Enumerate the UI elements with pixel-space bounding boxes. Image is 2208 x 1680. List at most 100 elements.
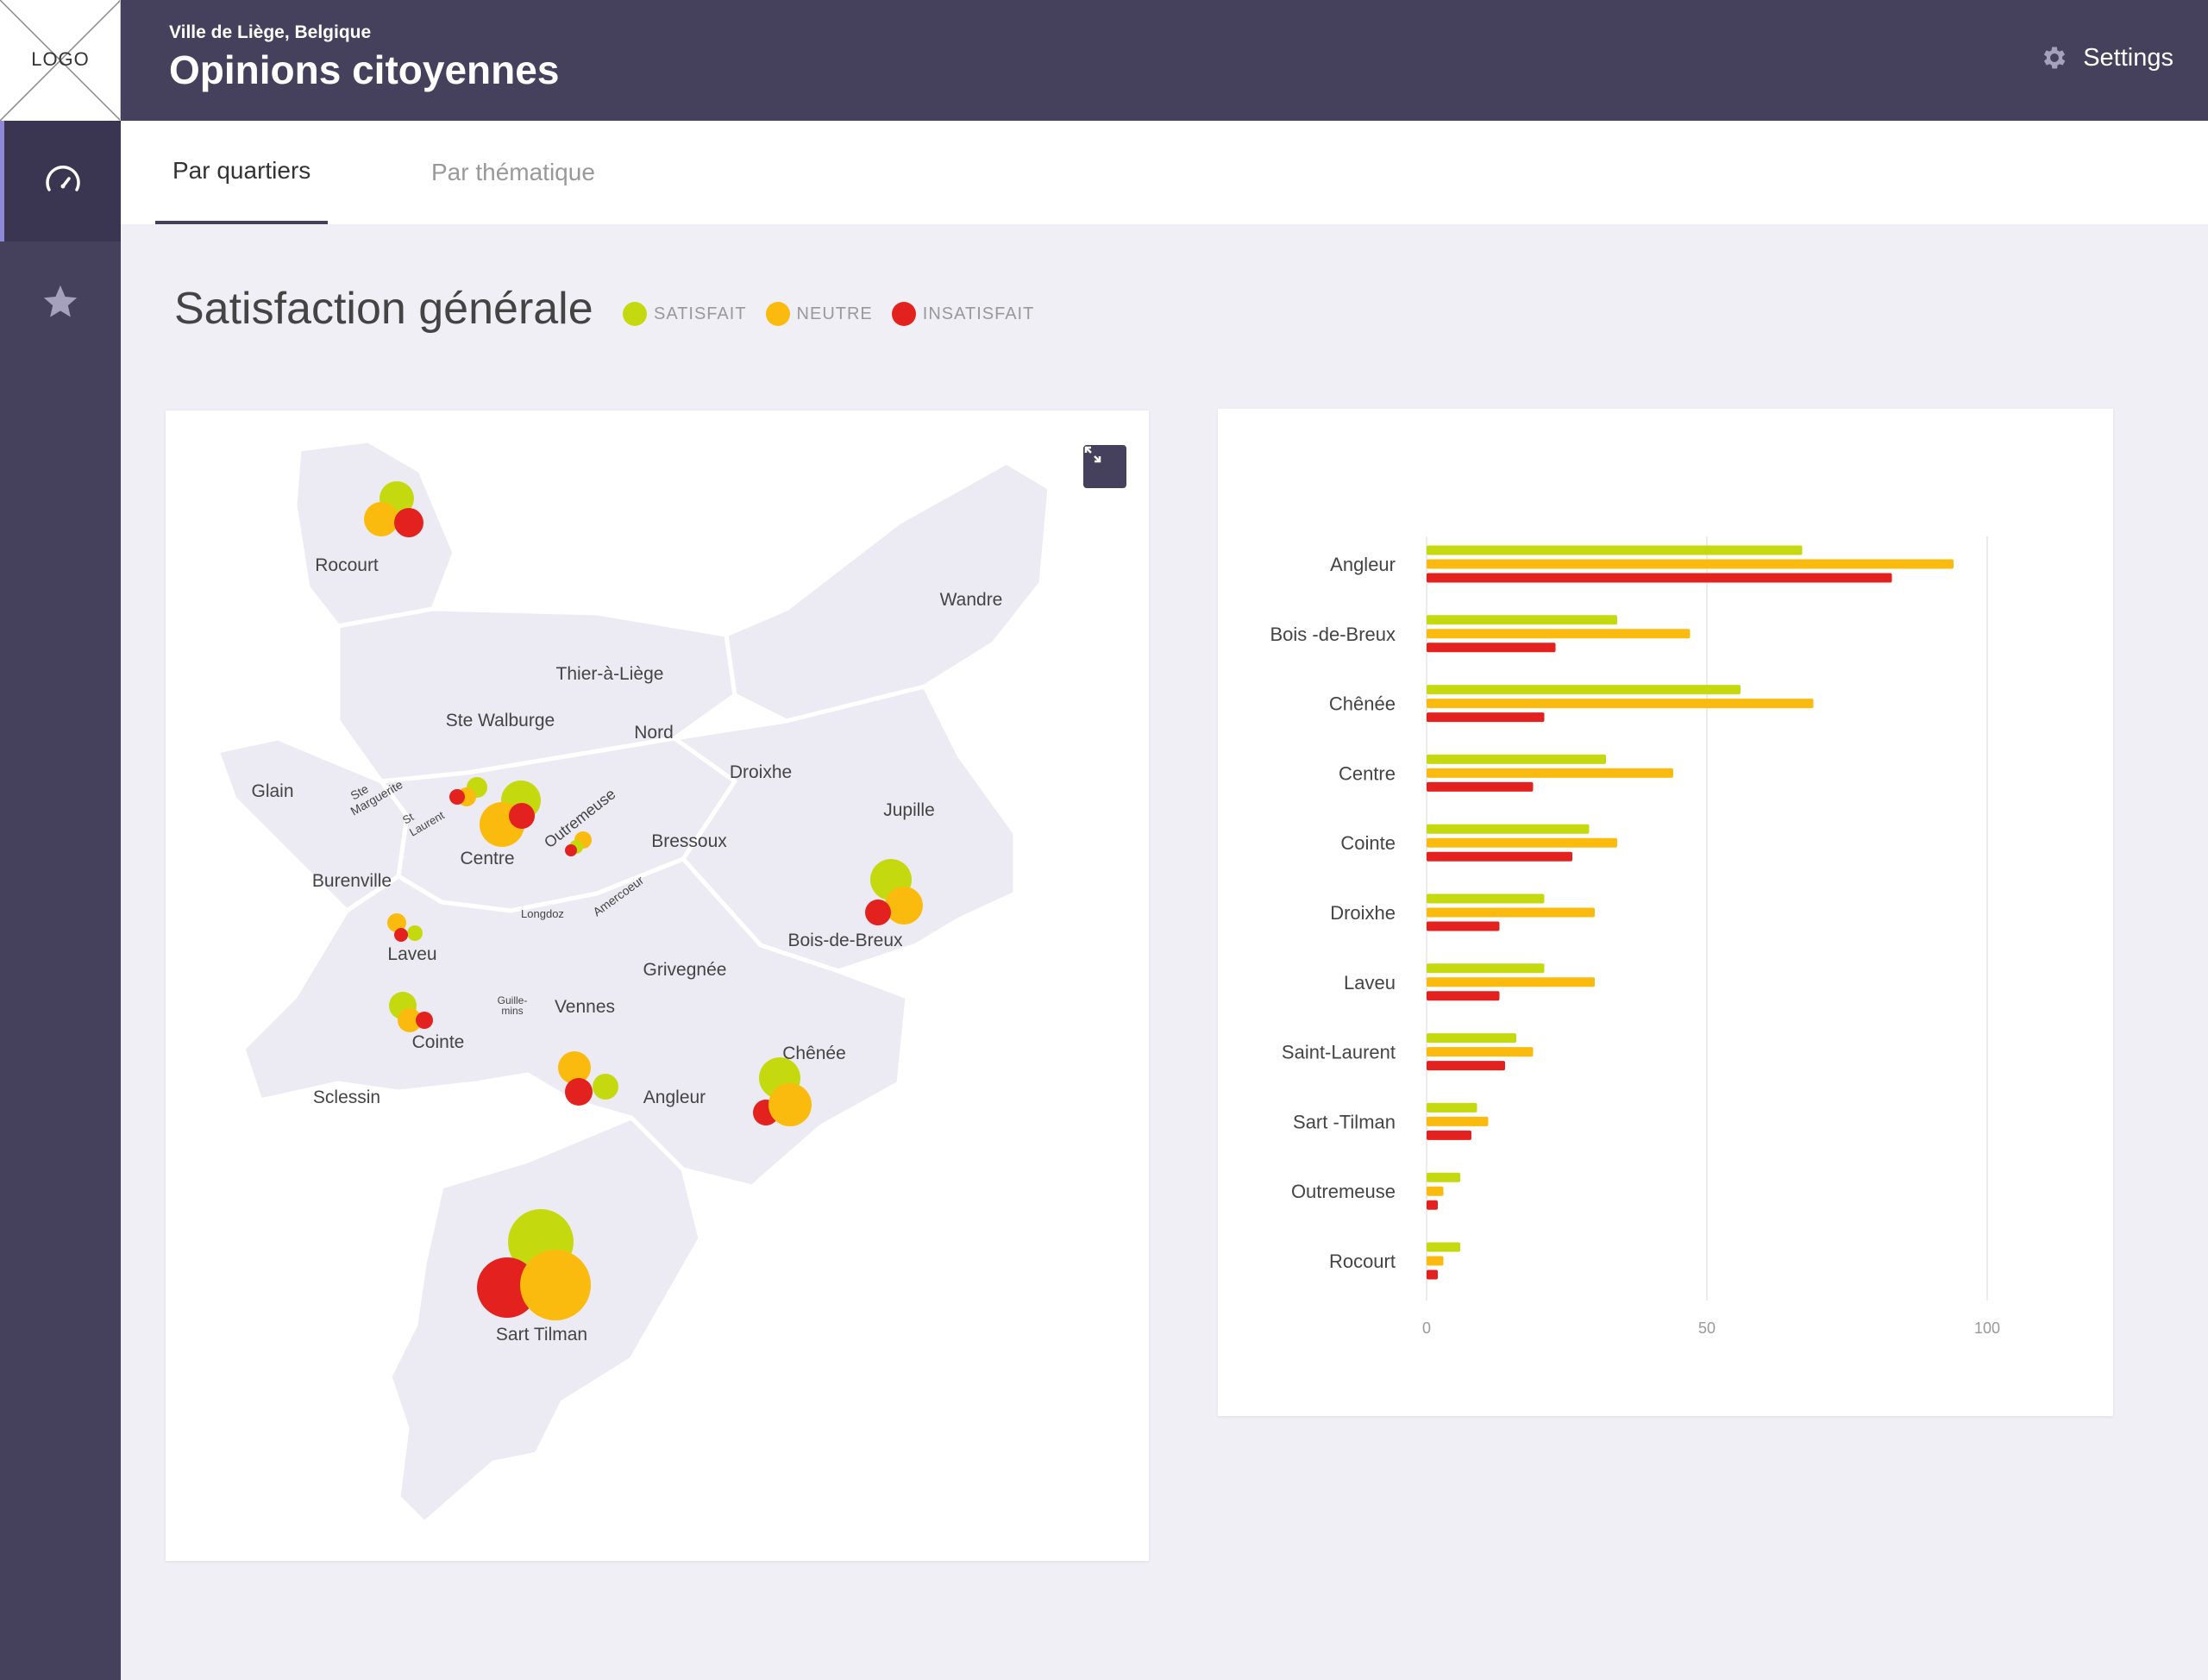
map-label-guille: Guille- — [498, 994, 528, 1006]
chart-bar[interactable] — [1427, 768, 1673, 778]
map-label-angleur: Angleur — [643, 1088, 706, 1107]
map-label-glain: Glain — [251, 781, 293, 801]
map-label-ste-walburge: Ste Walburge — [446, 711, 555, 730]
legend-label-insatisfait: INSATISFAIT — [922, 304, 1035, 323]
chart-bar[interactable] — [1427, 893, 1545, 904]
chart-bar[interactable] — [1427, 977, 1595, 987]
chart-category-label: Saint-Laurent — [1282, 1042, 1396, 1063]
settings-button[interactable]: Settings — [2040, 43, 2174, 72]
legend: SATISFAIT NEUTRE INSATISFAIT — [623, 302, 1034, 326]
legend-item-insatisfait[interactable]: INSATISFAIT — [891, 302, 1035, 326]
map-label-thier: Thier-à-Liège — [556, 664, 664, 684]
chart-category-label: Chênée — [1329, 693, 1396, 715]
chart-bar[interactable] — [1427, 1102, 1477, 1113]
district-map[interactable]: Rocourt Wandre Thier-à-Liège Ste Walburg… — [166, 411, 1149, 1561]
chart-category-label: Centre — [1339, 762, 1396, 784]
legend-item-satisfait[interactable]: SATISFAIT — [623, 302, 747, 326]
chart-category-label: Sart -Tilman — [1293, 1111, 1396, 1132]
chart-bar[interactable] — [1427, 1172, 1460, 1182]
settings-label: Settings — [2083, 43, 2174, 72]
app-subtitle: Ville de Liège, Belgique — [169, 22, 372, 42]
map-label-droixhe: Droixhe — [730, 762, 792, 782]
tab-par-thematique[interactable]: Par thématique — [431, 159, 595, 185]
chart-bar[interactable] — [1427, 781, 1534, 792]
app-title: Opinions citoyennes — [169, 47, 560, 92]
chart-bar[interactable] — [1427, 1242, 1460, 1252]
map-label-nord: Nord — [634, 723, 674, 743]
bubbles-outremeuse — [565, 831, 592, 856]
district-south-center — [241, 856, 910, 1189]
chart-bar[interactable] — [1427, 754, 1606, 764]
star-icon — [43, 285, 78, 317]
chart-category-label: Outremeuse — [1291, 1181, 1396, 1202]
chart-bar[interactable] — [1427, 921, 1500, 931]
chart-category-label: Bois -de-Breux — [1270, 624, 1396, 645]
map-card: Rocourt Wandre Thier-à-Liège Ste Walburg… — [166, 411, 1149, 1561]
bubbles-laveu — [387, 913, 423, 942]
bar-chart[interactable]: 0 50 100 Angleur Bois -de-Breux Chênée Centre C… — [1218, 409, 2113, 1416]
sidebar-item-dashboard[interactable] — [0, 121, 121, 241]
chart-bar[interactable] — [1427, 615, 1617, 625]
map-label-wandre: Wandre — [940, 590, 1003, 610]
chart-bar[interactable] — [1427, 963, 1545, 974]
chart-category-label: Angleur — [1330, 554, 1396, 575]
sidebar — [0, 121, 121, 1680]
map-label-bressoux: Bressoux — [651, 831, 727, 851]
chart-bar[interactable] — [1427, 685, 1741, 695]
chart-bar[interactable] — [1427, 559, 1954, 569]
bubbles-angleur — [558, 1051, 618, 1106]
map-districts — [215, 438, 1052, 1526]
dashboard-gauge-icon — [45, 166, 80, 191]
chart-bar[interactable] — [1427, 545, 1803, 555]
chart-bar[interactable] — [1427, 712, 1545, 723]
chart-bar[interactable] — [1427, 1061, 1505, 1071]
bubbles-cointe — [389, 992, 433, 1032]
map-label-grivegnee: Grivegnée — [643, 960, 727, 980]
chart-bar[interactable] — [1427, 824, 1590, 834]
chart-category-label: Cointe — [1340, 832, 1396, 854]
gear-icon — [2044, 47, 2066, 69]
map-label-jupille: Jupille — [883, 800, 935, 820]
map-label-vennes: Vennes — [555, 997, 615, 1017]
legend-dot-satisfait — [623, 302, 647, 326]
bubbles-chenee — [753, 1057, 812, 1126]
chart-category-label: Droixhe — [1330, 902, 1396, 924]
chart-bar[interactable] — [1427, 1047, 1534, 1057]
app-header: LOGO Ville de Liège, Belgique Opinions c… — [0, 0, 2208, 121]
chart-bar[interactable] — [1427, 1130, 1471, 1140]
chart-bar[interactable] — [1427, 991, 1500, 1001]
map-label-mins: mins — [501, 1005, 523, 1017]
map-label-cointe: Cointe — [412, 1032, 465, 1052]
legend-item-neutre[interactable]: NEUTRE — [765, 302, 873, 326]
map-label-chenee: Chênée — [782, 1044, 846, 1063]
logo-placeholder[interactable]: LOGO — [0, 0, 121, 121]
sidebar-item-favorites[interactable] — [0, 241, 121, 362]
map-expand-button[interactable] — [1083, 445, 1126, 488]
chart-bar[interactable] — [1427, 1116, 1489, 1126]
district-sart-tilman — [387, 1115, 703, 1526]
chart-bar[interactable] — [1427, 1033, 1516, 1044]
logo-placeholder-cross — [0, 0, 120, 121]
chart-bar[interactable] — [1427, 573, 1892, 583]
map-bubbles[interactable] — [364, 481, 923, 1320]
chart-bar[interactable] — [1427, 629, 1690, 639]
chart-x-tick-label: 100 — [1974, 1320, 2000, 1337]
chart-bar[interactable] — [1427, 907, 1595, 918]
chart-category-label: Rocourt — [1329, 1251, 1396, 1272]
chart-bar[interactable] — [1427, 851, 1572, 862]
chart-x-tick-label: 0 — [1422, 1320, 1431, 1337]
chart-bar[interactable] — [1427, 1200, 1438, 1210]
chart-bar[interactable] — [1427, 643, 1556, 653]
tab-bar: Par quartiers Par thématique — [121, 121, 2208, 224]
chart-bar[interactable] — [1427, 699, 1814, 709]
bubbles-sart-tilman — [477, 1209, 591, 1320]
chart-bar[interactable] — [1427, 1186, 1444, 1196]
bubbles-centre — [480, 780, 541, 847]
legend-dot-neutre — [765, 302, 790, 326]
chart-bar[interactable] — [1427, 837, 1617, 848]
chart-bar[interactable] — [1427, 1269, 1438, 1280]
bubbles-bois-de-breux — [865, 859, 923, 925]
logo-text: LOGO — [31, 48, 90, 70]
chart-bar[interactable] — [1427, 1256, 1444, 1266]
tab-par-quartiers[interactable]: Par quartiers — [155, 121, 329, 224]
